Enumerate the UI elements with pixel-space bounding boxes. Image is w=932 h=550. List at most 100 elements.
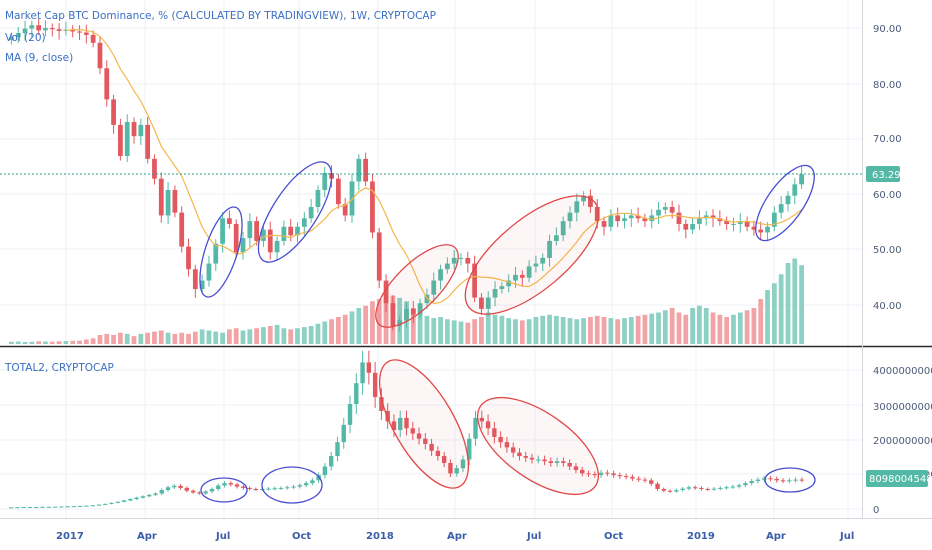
volume-bar <box>601 317 607 344</box>
candle-body <box>731 223 736 225</box>
volume-bar <box>131 336 137 344</box>
candle-body <box>390 303 396 326</box>
volume-bar <box>799 265 804 344</box>
volume-bar <box>356 308 362 344</box>
ellipse-blue-6[interactable] <box>764 467 816 493</box>
volume-bar <box>703 308 709 344</box>
candle-body <box>615 215 621 222</box>
lower-chart-title: TOTAL2, CRYPTOCAP <box>4 362 114 374</box>
candle-body <box>586 473 591 475</box>
volume-bar <box>513 319 518 344</box>
ellipse-blue-3[interactable] <box>745 157 825 250</box>
candle-body <box>328 456 334 467</box>
volume-bar <box>77 340 82 344</box>
volume-bar <box>152 331 157 344</box>
candle-body <box>594 206 600 222</box>
volume-bar <box>492 314 498 344</box>
candle-body <box>43 28 48 31</box>
candle-body <box>458 257 464 259</box>
volume-bar <box>485 312 491 344</box>
lower-price-axis: 400000000000 300000000000 200000000000 1… <box>873 366 932 516</box>
volume-bar <box>608 318 614 344</box>
candle-body <box>97 42 103 69</box>
candle-body <box>49 28 55 30</box>
volume-bar <box>247 329 253 344</box>
volume-bar <box>765 290 770 344</box>
grid-lines <box>0 0 862 518</box>
candle-body <box>90 34 96 43</box>
volume-bar <box>376 299 382 344</box>
candle-body <box>15 507 20 509</box>
candle-body <box>661 488 666 491</box>
lower-pane-bg <box>0 348 862 518</box>
ellipse-red-2[interactable] <box>447 175 618 334</box>
volume-bar <box>499 315 505 344</box>
volume-bar <box>63 341 69 344</box>
time-label: Oct <box>604 531 623 542</box>
volume-bar <box>465 322 471 344</box>
candle-body <box>341 424 346 443</box>
candle-body <box>780 480 786 482</box>
volume-bar <box>213 331 219 344</box>
candle-body <box>267 229 273 253</box>
candle-body <box>536 459 541 461</box>
candle-body <box>9 37 14 40</box>
volume-bar <box>540 315 546 344</box>
volume-bar <box>642 314 648 344</box>
candle-body <box>628 215 634 219</box>
candle-body <box>272 488 277 490</box>
candle-body <box>140 496 146 498</box>
candle-body <box>724 487 729 489</box>
ellipse-red-3[interactable] <box>362 347 486 502</box>
volume-bar <box>683 314 689 344</box>
candle-body <box>397 320 403 326</box>
candle-body <box>36 25 42 31</box>
ellipse-blue-4[interactable] <box>200 477 248 503</box>
volume-bar <box>274 324 280 344</box>
candle-body <box>109 502 114 504</box>
candle-body <box>553 235 559 241</box>
candle-body <box>680 488 685 491</box>
candle-body <box>379 397 384 411</box>
time-label: 2018 <box>366 531 394 542</box>
candle-body <box>247 487 252 489</box>
upper-last-price-tag: 63.29 <box>866 166 901 182</box>
candle-body <box>736 485 742 487</box>
upper-tick-label: 80.00 <box>873 80 902 91</box>
candle-body <box>21 507 26 509</box>
candle-body <box>197 492 202 494</box>
volume-bar <box>192 331 198 344</box>
volume-bar <box>628 317 634 344</box>
candle-body <box>765 226 770 233</box>
volume-bar <box>410 308 416 344</box>
ellipse-blue-5[interactable] <box>261 466 323 504</box>
candle-body <box>724 221 730 224</box>
candle-body <box>186 246 191 270</box>
candle-body <box>451 257 457 264</box>
candle-body <box>52 506 58 508</box>
ellipse-red-4[interactable] <box>462 379 615 513</box>
ellipse-blue-2[interactable] <box>245 151 345 272</box>
candle-body <box>667 490 673 492</box>
candle-body <box>799 479 805 481</box>
time-label: 2017 <box>56 531 84 542</box>
ellipse-blue-1[interactable] <box>191 202 250 301</box>
candle-body <box>554 461 560 463</box>
candle-body <box>138 124 144 137</box>
candle-body <box>90 505 95 507</box>
candle-body <box>261 229 266 241</box>
candle-body <box>165 487 171 491</box>
candle-body <box>172 485 177 488</box>
upper-tick-label: 50.00 <box>873 245 902 256</box>
candle-body <box>699 487 704 489</box>
volume-bar <box>751 308 757 344</box>
volume-bar <box>792 258 798 344</box>
ellipse-red-1[interactable] <box>363 232 470 339</box>
candle-body <box>523 456 528 458</box>
candle-body <box>441 456 447 463</box>
candle-body <box>683 223 689 230</box>
candle-body <box>674 490 679 492</box>
candle-body <box>717 218 723 222</box>
candle-body <box>460 459 466 469</box>
candle-body <box>778 204 784 213</box>
